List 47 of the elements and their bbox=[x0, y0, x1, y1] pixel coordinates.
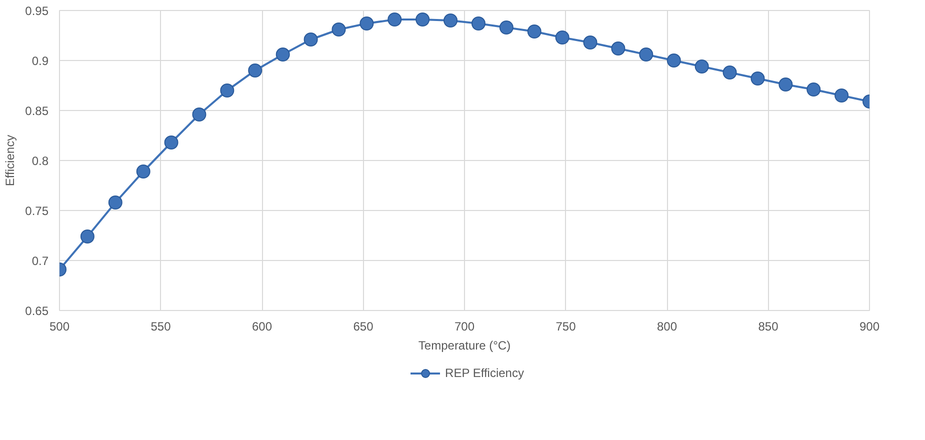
point bbox=[304, 32, 318, 46]
point bbox=[192, 108, 206, 122]
point bbox=[499, 20, 514, 34]
point bbox=[750, 72, 765, 86]
point bbox=[136, 164, 150, 178]
point bbox=[666, 54, 681, 68]
x-tick-label: 500 bbox=[49, 320, 70, 334]
legend-label: REP Efficiency bbox=[445, 366, 524, 380]
point bbox=[248, 64, 262, 78]
point bbox=[778, 78, 793, 92]
x-tick-label: 600 bbox=[252, 320, 272, 334]
y-tick-label: 0.65 bbox=[25, 304, 49, 318]
point bbox=[806, 82, 821, 96]
point bbox=[276, 48, 290, 62]
x-tick-label: 750 bbox=[556, 320, 576, 334]
point bbox=[694, 60, 709, 74]
point bbox=[444, 14, 458, 28]
x-tick-label: 550 bbox=[150, 320, 172, 334]
point bbox=[834, 88, 849, 102]
point bbox=[583, 36, 598, 50]
point bbox=[332, 22, 346, 36]
point bbox=[471, 16, 486, 30]
point bbox=[388, 12, 402, 26]
point bbox=[164, 136, 178, 150]
x-tick-label: 900 bbox=[859, 320, 880, 334]
y-axis-title: Efficiency bbox=[3, 134, 18, 186]
point bbox=[108, 196, 122, 210]
x-tick-label: 800 bbox=[656, 320, 678, 334]
point bbox=[220, 84, 234, 98]
point bbox=[80, 230, 94, 244]
x-tick-label: 850 bbox=[758, 320, 779, 334]
y-tick-label: 0.75 bbox=[25, 204, 49, 218]
x-tick-label: 650 bbox=[353, 320, 374, 334]
point bbox=[722, 66, 737, 80]
point bbox=[555, 30, 570, 44]
y-tick-label: 0.9 bbox=[32, 54, 49, 68]
x-tick-label: 700 bbox=[454, 320, 475, 334]
y-tick-label: 0.7 bbox=[32, 254, 49, 268]
point bbox=[416, 12, 430, 26]
point bbox=[360, 16, 374, 30]
y-tick-label: 0.8 bbox=[32, 154, 49, 168]
x-axis-title: Temperature (°C) bbox=[418, 338, 511, 352]
y-tick-label: 0.85 bbox=[25, 104, 49, 118]
point bbox=[527, 24, 542, 38]
point bbox=[639, 48, 654, 62]
y-tick-label: 0.95 bbox=[25, 4, 49, 18]
point bbox=[611, 42, 626, 56]
